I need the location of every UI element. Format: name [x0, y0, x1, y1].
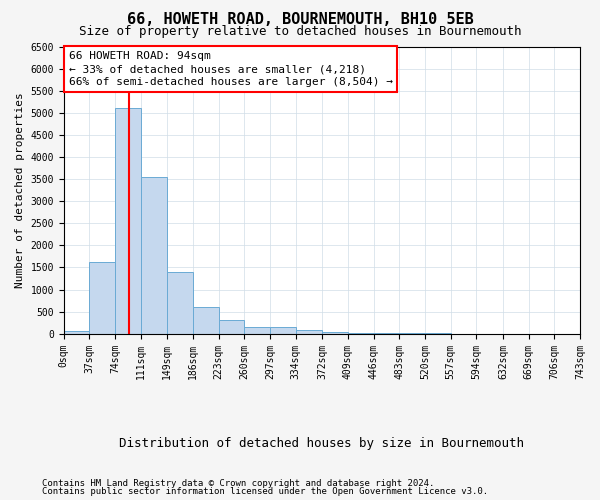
Text: 66, HOWETH ROAD, BOURNEMOUTH, BH10 5EB: 66, HOWETH ROAD, BOURNEMOUTH, BH10 5EB	[127, 12, 473, 28]
Bar	[322, 332, 348, 334]
Bar	[167, 272, 193, 334]
Bar	[270, 327, 296, 334]
Bar	[115, 108, 141, 334]
Bar	[296, 330, 322, 334]
Text: Contains HM Land Registry data © Crown copyright and database right 2024.: Contains HM Land Registry data © Crown c…	[42, 478, 434, 488]
Bar	[64, 332, 89, 334]
Bar	[89, 262, 115, 334]
Text: 66 HOWETH ROAD: 94sqm
← 33% of detached houses are smaller (4,218)
66% of semi-d: 66 HOWETH ROAD: 94sqm ← 33% of detached …	[69, 51, 393, 87]
Bar	[219, 320, 244, 334]
Bar	[244, 327, 270, 334]
Text: Contains public sector information licensed under the Open Government Licence v3: Contains public sector information licen…	[42, 487, 488, 496]
Bar	[141, 177, 167, 334]
X-axis label: Distribution of detached houses by size in Bournemouth: Distribution of detached houses by size …	[119, 437, 524, 450]
Bar	[193, 307, 219, 334]
Bar	[348, 333, 374, 334]
Text: Size of property relative to detached houses in Bournemouth: Size of property relative to detached ho…	[79, 25, 521, 38]
Y-axis label: Number of detached properties: Number of detached properties	[15, 92, 25, 288]
